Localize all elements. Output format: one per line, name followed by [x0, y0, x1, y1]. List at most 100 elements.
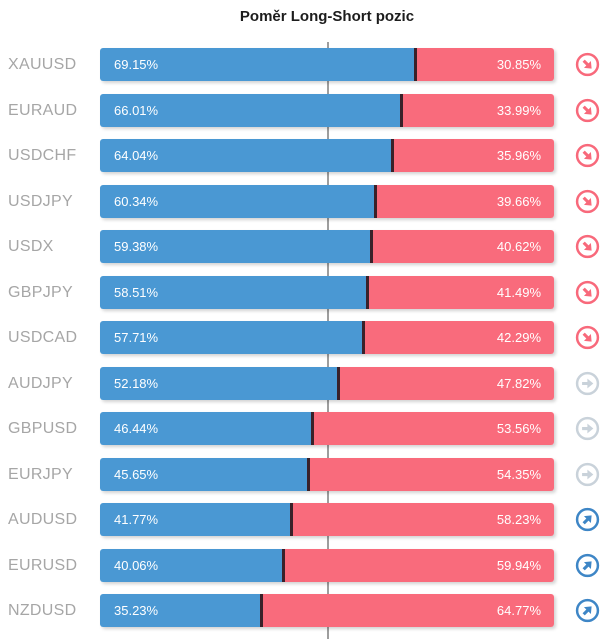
long-segment: 41.77%: [100, 503, 290, 536]
trend-right-icon[interactable]: [575, 416, 600, 441]
trend-up-icon[interactable]: [575, 507, 600, 532]
bar-divider: [307, 457, 311, 491]
long-short-bar: 45.65% 54.35%: [100, 457, 554, 491]
short-segment: 47.82%: [339, 366, 554, 400]
pair-label: EURJPY: [8, 465, 73, 483]
long-percent-label: 40.06%: [114, 557, 159, 573]
long-percent-label: 66.01%: [114, 102, 159, 118]
table-row: NZDUSD 35.23% 64.77%: [0, 594, 611, 627]
short-segment: 64.77%: [262, 594, 554, 627]
table-row: EURJPY 45.65% 54.35%: [0, 457, 611, 491]
bar-divider: [369, 230, 373, 263]
short-segment: 54.35%: [310, 457, 554, 491]
bar-divider: [362, 321, 365, 354]
short-percent-label: 54.35%: [496, 466, 541, 482]
long-segment: 64.04%: [100, 139, 391, 172]
bar-divider: [390, 139, 394, 172]
long-percent-label: 59.38%: [114, 239, 159, 254]
short-segment: 33.99%: [402, 93, 554, 127]
bar-divider: [365, 275, 369, 309]
long-short-bar: 59.38% 40.62%: [100, 230, 554, 263]
short-percent-label: 58.23%: [496, 512, 541, 527]
short-segment: 35.96%: [393, 139, 554, 172]
bar-divider: [281, 548, 285, 582]
bar-divider: [373, 184, 377, 218]
pair-label: USDX: [8, 238, 54, 255]
short-percent-label: 59.94%: [496, 557, 541, 573]
trend-right-icon[interactable]: [575, 462, 600, 487]
table-row: USDCHF 64.04% 35.96%: [0, 139, 611, 172]
long-short-bar: 64.04% 35.96%: [100, 139, 554, 172]
long-short-bar: 58.51% 41.49%: [100, 275, 554, 309]
trend-down-icon[interactable]: [575, 325, 600, 350]
long-segment: 66.01%: [100, 93, 400, 127]
trend-up-icon[interactable]: [575, 553, 600, 578]
long-segment: 40.06%: [100, 548, 282, 582]
trend-down-icon[interactable]: [575, 52, 600, 77]
long-segment: 59.38%: [100, 230, 370, 263]
long-short-bar: 41.77% 58.23%: [100, 503, 554, 536]
long-segment: 45.65%: [100, 457, 308, 491]
trend-down-icon[interactable]: [575, 143, 600, 168]
bar-divider: [399, 93, 403, 127]
bar-divider: [289, 503, 293, 536]
long-segment: 46.44%: [100, 412, 311, 445]
long-percent-label: 35.23%: [114, 603, 159, 618]
short-segment: 41.49%: [368, 275, 554, 309]
trend-down-icon[interactable]: [575, 234, 600, 259]
pair-label: GBPUSD: [8, 420, 78, 437]
long-percent-label: 41.77%: [114, 512, 159, 527]
page-title: Poměr Long-Short pozic: [239, 8, 415, 25]
long-percent-label: 46.44%: [114, 421, 159, 436]
long-segment: 58.51%: [100, 275, 366, 309]
table-row: EURUSD 40.06% 59.94%: [0, 548, 611, 582]
bar-divider: [259, 594, 263, 627]
short-percent-label: 47.82%: [496, 375, 541, 391]
long-segment: 57.71%: [100, 321, 362, 354]
long-segment: 52.18%: [100, 366, 337, 400]
pair-label: EURUSD: [8, 556, 78, 574]
long-short-bar: 60.34% 39.66%: [100, 184, 554, 218]
long-percent-label: 57.71%: [114, 330, 159, 345]
short-segment: 42.29%: [365, 321, 554, 354]
trend-down-icon[interactable]: [575, 189, 600, 214]
trend-up-icon[interactable]: [575, 598, 600, 623]
short-percent-label: 53.56%: [496, 421, 541, 436]
pair-label: USDCHF: [8, 147, 77, 164]
long-short-bar: 46.44% 53.56%: [100, 412, 554, 445]
table-row: GBPJPY 58.51% 41.49%: [0, 275, 611, 309]
short-segment: 59.94%: [284, 548, 554, 582]
trend-down-icon[interactable]: [575, 280, 600, 305]
long-percent-label: 69.15%: [114, 57, 159, 72]
trend-right-icon[interactable]: [575, 371, 600, 396]
bar-divider: [336, 366, 340, 400]
trend-down-icon[interactable]: [575, 98, 600, 123]
bar-divider: [310, 412, 314, 445]
table-row: AUDJPY 52.18% 47.82%: [0, 366, 611, 400]
long-percent-label: 64.04%: [114, 148, 159, 163]
table-row: GBPUSD 46.44% 53.56%: [0, 412, 611, 445]
table-row: USDCAD 57.71% 42.29%: [0, 321, 611, 354]
short-percent-label: 33.99%: [496, 102, 541, 118]
long-percent-label: 45.65%: [114, 466, 159, 482]
pair-label: EURAUD: [8, 101, 78, 119]
table-row: AUDUSD 41.77% 58.23%: [0, 503, 611, 536]
pair-label: AUDJPY: [8, 374, 73, 392]
long-short-bar: 69.15% 30.85%: [100, 48, 554, 81]
pair-label: NZDUSD: [8, 602, 77, 619]
long-segment: 60.34%: [100, 184, 374, 218]
pair-label: XAUUSD: [8, 56, 77, 73]
long-percent-label: 60.34%: [114, 193, 159, 209]
long-short-chart: XAUUSD 69.15% 30.85% EURAUD 66.01% 33.99…: [0, 48, 611, 640]
short-percent-label: 41.49%: [496, 284, 541, 300]
short-percent-label: 39.66%: [496, 193, 541, 209]
bar-divider: [413, 48, 417, 81]
long-segment: 35.23%: [100, 594, 260, 627]
long-percent-label: 52.18%: [114, 375, 159, 391]
pair-label: GBPJPY: [8, 283, 73, 301]
table-row: USDX 59.38% 40.62%: [0, 230, 611, 263]
short-percent-label: 35.96%: [496, 148, 541, 163]
long-short-bar: 35.23% 64.77%: [100, 594, 554, 627]
short-percent-label: 42.29%: [496, 330, 541, 345]
long-short-bar: 52.18% 47.82%: [100, 366, 554, 400]
